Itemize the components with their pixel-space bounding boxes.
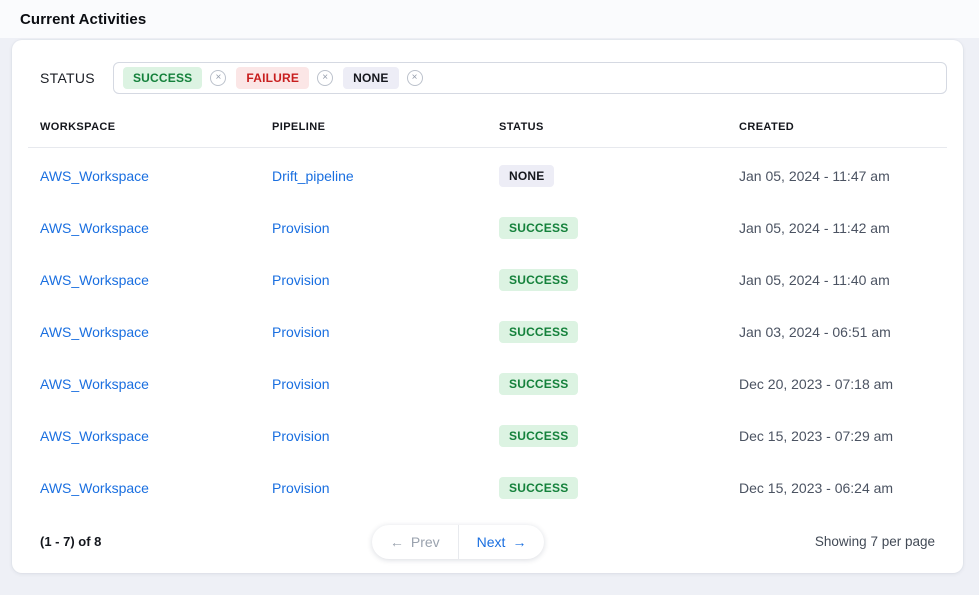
created-timestamp: Dec 20, 2023 - 07:18 am — [739, 376, 894, 393]
table-header-row: WORKSPACE PIPELINE STATUS CREATED — [28, 112, 947, 141]
pager-control: ← Prev Next → — [371, 524, 545, 559]
status-badge: NONE — [499, 165, 555, 188]
result-range-label: (1 - 7) of 8 — [40, 534, 102, 550]
per-page-label: Showing 7 per page — [814, 534, 935, 550]
page-title: Current Activities — [20, 10, 147, 28]
column-header-workspace: WORKSPACE — [40, 120, 116, 133]
table-row: AWS_Workspace Provision SUCCESS Dec 20, … — [28, 358, 947, 410]
table-row: AWS_Workspace Drift_pipeline NONE Jan 05… — [28, 150, 947, 202]
pipeline-link[interactable]: Provision — [272, 220, 330, 237]
filter-tag[interactable]: NONE — [343, 67, 399, 89]
prev-label: Prev — [410, 533, 440, 550]
next-page-button[interactable]: Next → — [459, 525, 545, 559]
status-filter-input[interactable]: SUCCESS × FAILURE × NONE × — [112, 62, 947, 94]
table-row: AWS_Workspace Provision SUCCESS Jan 05, … — [28, 254, 947, 306]
pipeline-link[interactable]: Provision — [272, 272, 330, 289]
created-timestamp: Dec 15, 2023 - 07:29 am — [739, 428, 894, 445]
created-timestamp: Dec 15, 2023 - 06:24 am — [739, 480, 894, 497]
status-badge: SUCCESS — [499, 217, 579, 240]
page-header: Current Activities — [0, 0, 979, 38]
workspace-link[interactable]: AWS_Workspace — [40, 428, 149, 445]
created-timestamp: Jan 05, 2024 - 11:40 am — [739, 272, 890, 289]
created-timestamp: Jan 03, 2024 - 06:51 am — [739, 324, 891, 341]
current-activities-card: STATUS SUCCESS × FAILURE × NONE × WORKSP… — [12, 40, 963, 573]
status-badge: SUCCESS — [499, 425, 579, 448]
arrow-right-icon: → — [512, 533, 527, 550]
pipeline-link[interactable]: Provision — [272, 480, 330, 497]
workspace-link[interactable]: AWS_Workspace — [40, 376, 149, 393]
workspace-link[interactable]: AWS_Workspace — [40, 168, 149, 185]
table-row: AWS_Workspace Provision SUCCESS Jan 05, … — [28, 202, 947, 254]
column-header-created: CREATED — [739, 120, 795, 133]
workspace-link[interactable]: AWS_Workspace — [40, 324, 149, 341]
pipeline-link[interactable]: Drift_pipeline — [272, 168, 354, 185]
status-badge: SUCCESS — [499, 269, 579, 292]
column-header-status: STATUS — [499, 120, 544, 133]
pipeline-link[interactable]: Provision — [272, 428, 330, 445]
pagination-footer: (1 - 7) of 8 ← Prev Next → Showing 7 per… — [28, 524, 947, 559]
workspace-link[interactable]: AWS_Workspace — [40, 272, 149, 289]
prev-page-button[interactable]: ← Prev — [372, 525, 458, 559]
status-badge: SUCCESS — [499, 373, 579, 396]
remove-tag-icon[interactable]: × — [317, 70, 334, 86]
status-badge: SUCCESS — [499, 321, 579, 344]
status-filter-label: STATUS — [40, 70, 95, 86]
column-header-pipeline: PIPELINE — [272, 120, 326, 133]
remove-tag-icon[interactable]: × — [210, 70, 227, 86]
workspace-link[interactable]: AWS_Workspace — [40, 480, 149, 497]
table-body: AWS_Workspace Drift_pipeline NONE Jan 05… — [28, 148, 947, 516]
pager-divider — [457, 524, 459, 559]
filter-tag[interactable]: FAILURE — [236, 67, 310, 89]
arrow-left-icon: ← — [389, 533, 404, 550]
pipeline-link[interactable]: Provision — [272, 324, 330, 341]
status-badge: SUCCESS — [499, 477, 579, 500]
status-filter-row: STATUS SUCCESS × FAILURE × NONE × — [40, 62, 947, 94]
table-row: AWS_Workspace Provision SUCCESS Dec 15, … — [28, 462, 947, 514]
header-divider — [28, 147, 947, 149]
remove-tag-icon[interactable]: × — [406, 70, 423, 86]
created-timestamp: Jan 05, 2024 - 11:47 am — [739, 168, 890, 185]
next-label: Next — [476, 533, 506, 550]
table-row: AWS_Workspace Provision SUCCESS Dec 15, … — [28, 410, 947, 462]
pipeline-link[interactable]: Provision — [272, 376, 330, 393]
filter-tag[interactable]: SUCCESS — [122, 67, 203, 89]
workspace-link[interactable]: AWS_Workspace — [40, 220, 149, 237]
table-row: AWS_Workspace Provision SUCCESS Jan 03, … — [28, 306, 947, 358]
created-timestamp: Jan 05, 2024 - 11:42 am — [739, 220, 890, 237]
